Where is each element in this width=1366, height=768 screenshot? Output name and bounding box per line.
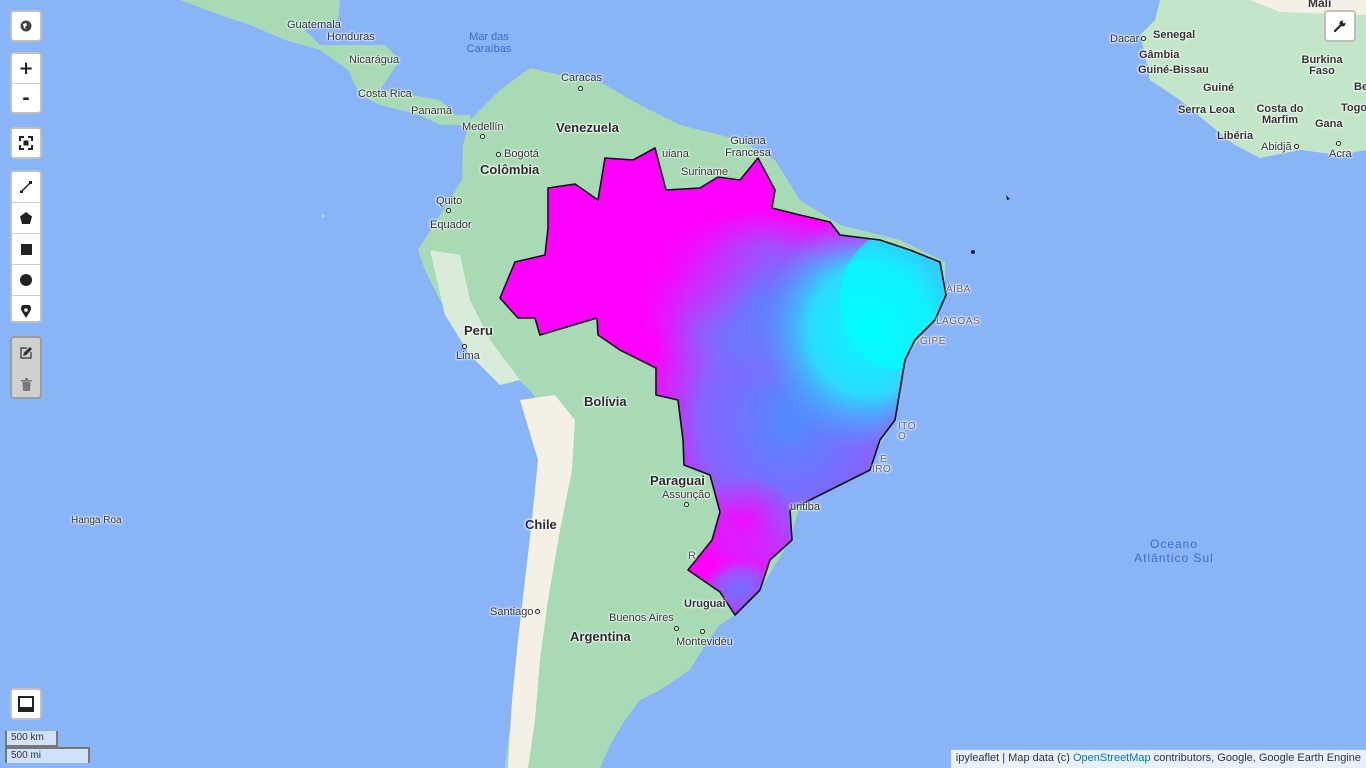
label-serra-leoa: Serra Leoa: [1178, 104, 1235, 116]
label-guine: Guiné: [1203, 82, 1235, 94]
city-dot-acra: [1336, 141, 1341, 146]
circle-icon[interactable]: [12, 265, 40, 296]
zoom-out-button[interactable]: -: [22, 88, 30, 109]
label-oceano-atlantico-sul: Oceano Atlântico Sul: [1134, 537, 1214, 565]
label-peru: Peru: [464, 323, 493, 338]
rectangle-icon[interactable]: [12, 234, 40, 265]
label-guine-bissau: Guiné-Bissau: [1138, 64, 1209, 76]
label-montevideu: Montevidéu: [676, 636, 733, 648]
zoom-control: + -: [10, 52, 42, 114]
label-liberia: Libéria: [1217, 130, 1254, 142]
label-gambia: Gâmbia: [1139, 49, 1180, 61]
label-paraguai: Paraguai: [650, 473, 705, 488]
city-dot-quito: [446, 208, 451, 213]
label-bolivia: Bolívia: [584, 394, 627, 409]
city-dot-medellin: [480, 134, 485, 139]
city-dot-assuncao: [684, 502, 689, 507]
city-dot-santiago: [535, 609, 540, 614]
city-dot-dacar: [1141, 36, 1146, 41]
label-chile: Chile: [525, 517, 557, 532]
edit-toolbar: [10, 336, 42, 399]
label-paraiba: AÍBA: [946, 284, 971, 295]
city-dot-buenos-aires: [674, 626, 679, 631]
scale-mi: 500 mi: [5, 747, 90, 763]
label-assuncao: Assunção: [662, 489, 711, 501]
label-quito: Quito: [436, 195, 463, 207]
label-nicaragua: Nicarágua: [349, 54, 400, 66]
label-dacar: Dacar: [1110, 33, 1140, 45]
label-panama: Panamá: [411, 105, 452, 117]
edit-icon[interactable]: [12, 338, 40, 369]
city-dot-bogota: [496, 152, 501, 157]
fullscreen-button[interactable]: [10, 127, 42, 159]
label-espirito-santo-2: O: [898, 431, 907, 442]
label-rio-1: E: [880, 454, 888, 465]
label-buenos-aires: Buenos Aires: [609, 612, 674, 624]
wrench-icon[interactable]: [1326, 12, 1354, 40]
attribution: ipyleaflet | Map data (c) OpenStreetMap …: [950, 750, 1366, 768]
scale-km: 500 km: [5, 731, 58, 747]
label-equador: Equador: [430, 219, 472, 231]
label-guiana: uiana: [662, 148, 689, 160]
label-santiago: Santiago: [490, 606, 534, 618]
label-r: R: [688, 550, 696, 562]
label-abidja: Abidjã: [1261, 141, 1292, 153]
layers-icon[interactable]: [12, 690, 40, 718]
label-espirito-santo: ITO: [898, 421, 916, 432]
polyline-icon[interactable]: [12, 172, 40, 203]
globe-button[interactable]: [10, 10, 42, 42]
label-togo: Togo: [1341, 102, 1366, 114]
label-lima: Lima: [456, 350, 480, 362]
label-medellin: Medellín: [462, 121, 504, 133]
label-uruguai: Uruguai: [684, 598, 726, 610]
label-caracas: Caracas: [561, 72, 602, 84]
fullscreen-icon[interactable]: [12, 129, 40, 157]
africa-land: [1140, 0, 1366, 158]
label-senegal: Senegal: [1153, 29, 1196, 41]
city-dot-abidja: [1294, 144, 1299, 149]
zoom-in-button[interactable]: +: [12, 54, 40, 84]
label-costa-do-marfim: Costa do Marfim: [1256, 103, 1304, 126]
label-alagoas: LAGOAS: [936, 316, 981, 327]
central-america-land: [180, 0, 470, 125]
label-bogota: Bogotá: [504, 148, 539, 160]
city-dot-caracas: [578, 86, 583, 91]
attribution-prefix: ipyleaflet | Map data (c): [955, 752, 1073, 764]
city-dot-montevideu: [700, 629, 705, 634]
city-dot-lima: [462, 344, 467, 349]
wrench-button[interactable]: [1324, 10, 1356, 42]
label-costa-rica: Costa Rica: [358, 88, 412, 100]
label-be: Be: [1354, 81, 1366, 93]
label-mar-das-caraibas: Mar das Caraíbas: [466, 31, 512, 55]
label-colombia: Colômbia: [480, 162, 540, 177]
label-guiana-francesa: Guiana Francesa: [725, 135, 771, 159]
polygon-icon[interactable]: [12, 203, 40, 234]
label-suriname: Suriname: [681, 166, 729, 178]
draw-toolbar: [10, 170, 42, 323]
label-honduras: Honduras: [327, 31, 375, 43]
label-mali: Mali: [1308, 0, 1332, 10]
globe-icon[interactable]: [12, 12, 40, 40]
label-gana: Gana: [1315, 118, 1343, 130]
label-guatemala: Guatemala: [287, 19, 341, 31]
label-argentina: Argentina: [570, 629, 631, 644]
layers-button[interactable]: [10, 688, 42, 720]
label-rio-2: IRO: [872, 464, 892, 475]
attribution-suffix: contributors, Google, Google Earth Engin…: [1150, 752, 1361, 764]
marker-icon[interactable]: [12, 296, 40, 326]
label-hanga-roa: Hanga Roa: [71, 515, 122, 526]
label-acra: Acra: [1329, 148, 1352, 160]
andes-region: [508, 395, 575, 768]
trash-icon[interactable]: [12, 369, 40, 399]
label-burkina-faso: Burkina Faso: [1301, 54, 1343, 77]
brazil-outline: [499, 147, 947, 616]
label-venezuela: Venezuela: [556, 120, 619, 135]
label-curitiba: uritiba: [790, 501, 820, 513]
label-sergipe: GIPE: [920, 336, 946, 347]
openstreetmap-link[interactable]: OpenStreetMap: [1072, 752, 1151, 764]
